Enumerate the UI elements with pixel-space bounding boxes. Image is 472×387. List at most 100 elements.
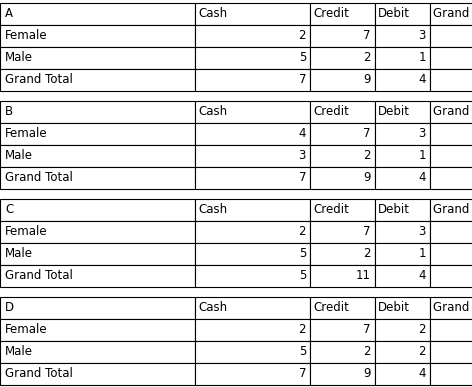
Text: Female: Female	[5, 323, 48, 336]
Text: 3: 3	[419, 29, 426, 42]
Text: 3: 3	[299, 149, 306, 162]
Text: Female: Female	[5, 127, 48, 140]
Text: 7: 7	[363, 225, 371, 238]
Bar	[0, 144, 195, 166]
Bar	[0, 319, 195, 341]
Bar	[375, 123, 430, 144]
Bar	[310, 319, 375, 341]
Bar	[195, 166, 310, 188]
Bar	[430, 199, 472, 221]
Bar	[195, 363, 310, 385]
Text: Female: Female	[5, 225, 48, 238]
Text: Female: Female	[5, 29, 48, 42]
Bar	[0, 68, 195, 91]
Text: 2: 2	[363, 345, 371, 358]
Text: 1: 1	[419, 247, 426, 260]
Bar	[375, 46, 430, 68]
Bar	[310, 2, 375, 24]
Bar	[375, 68, 430, 91]
Bar	[310, 144, 375, 166]
Bar	[195, 341, 310, 363]
Text: 1: 1	[419, 51, 426, 64]
Text: 2: 2	[298, 29, 306, 42]
Text: 2: 2	[363, 247, 371, 260]
Text: 2: 2	[298, 323, 306, 336]
Bar	[0, 24, 195, 46]
Text: 2: 2	[298, 225, 306, 238]
Bar	[310, 46, 375, 68]
Bar	[375, 144, 430, 166]
Bar	[310, 166, 375, 188]
Text: Debit: Debit	[378, 301, 410, 314]
Bar	[430, 24, 472, 46]
Bar	[375, 363, 430, 385]
Bar	[310, 68, 375, 91]
Text: 7: 7	[298, 73, 306, 86]
Text: 5: 5	[299, 51, 306, 64]
Bar	[310, 363, 375, 385]
Text: Grand Total: Grand Total	[433, 7, 472, 20]
Bar	[375, 24, 430, 46]
Bar	[310, 24, 375, 46]
Bar	[195, 319, 310, 341]
Bar	[310, 123, 375, 144]
Text: 7: 7	[298, 367, 306, 380]
Bar	[0, 264, 195, 286]
Bar	[310, 243, 375, 264]
Text: Grand Total: Grand Total	[5, 269, 73, 282]
Text: D: D	[5, 301, 14, 314]
Text: Grand Total: Grand Total	[433, 301, 472, 314]
Bar	[195, 24, 310, 46]
Bar	[430, 296, 472, 319]
Bar	[195, 2, 310, 24]
Text: Male: Male	[5, 247, 33, 260]
Text: Grand Total: Grand Total	[433, 203, 472, 216]
Text: Debit: Debit	[378, 203, 410, 216]
Bar	[0, 166, 195, 188]
Text: 7: 7	[363, 29, 371, 42]
Bar	[430, 166, 472, 188]
Text: 7: 7	[298, 171, 306, 184]
Text: 4: 4	[419, 269, 426, 282]
Text: 4: 4	[298, 127, 306, 140]
Bar	[195, 264, 310, 286]
Bar	[430, 2, 472, 24]
Text: B: B	[5, 105, 13, 118]
Bar	[0, 101, 195, 123]
Bar	[430, 101, 472, 123]
Text: Cash: Cash	[198, 7, 227, 20]
Text: Debit: Debit	[378, 7, 410, 20]
Bar	[0, 341, 195, 363]
Text: 4: 4	[419, 73, 426, 86]
Bar	[375, 221, 430, 243]
Text: 9: 9	[363, 171, 371, 184]
Bar	[0, 2, 195, 24]
Bar	[310, 199, 375, 221]
Text: 9: 9	[363, 367, 371, 380]
Bar	[195, 144, 310, 166]
Bar	[375, 101, 430, 123]
Bar	[310, 101, 375, 123]
Text: 2: 2	[419, 323, 426, 336]
Bar	[195, 296, 310, 319]
Bar	[430, 68, 472, 91]
Bar	[375, 341, 430, 363]
Text: 1: 1	[419, 149, 426, 162]
Text: Debit: Debit	[378, 105, 410, 118]
Bar	[375, 296, 430, 319]
Text: 11: 11	[356, 269, 371, 282]
Bar	[430, 46, 472, 68]
Text: 4: 4	[419, 171, 426, 184]
Bar	[195, 123, 310, 144]
Text: Grand Total: Grand Total	[433, 105, 472, 118]
Text: Cash: Cash	[198, 301, 227, 314]
Text: Credit: Credit	[313, 105, 349, 118]
Text: 5: 5	[299, 269, 306, 282]
Bar	[195, 199, 310, 221]
Bar	[430, 363, 472, 385]
Text: 5: 5	[299, 345, 306, 358]
Bar	[310, 221, 375, 243]
Text: Male: Male	[5, 345, 33, 358]
Bar	[195, 68, 310, 91]
Bar	[430, 123, 472, 144]
